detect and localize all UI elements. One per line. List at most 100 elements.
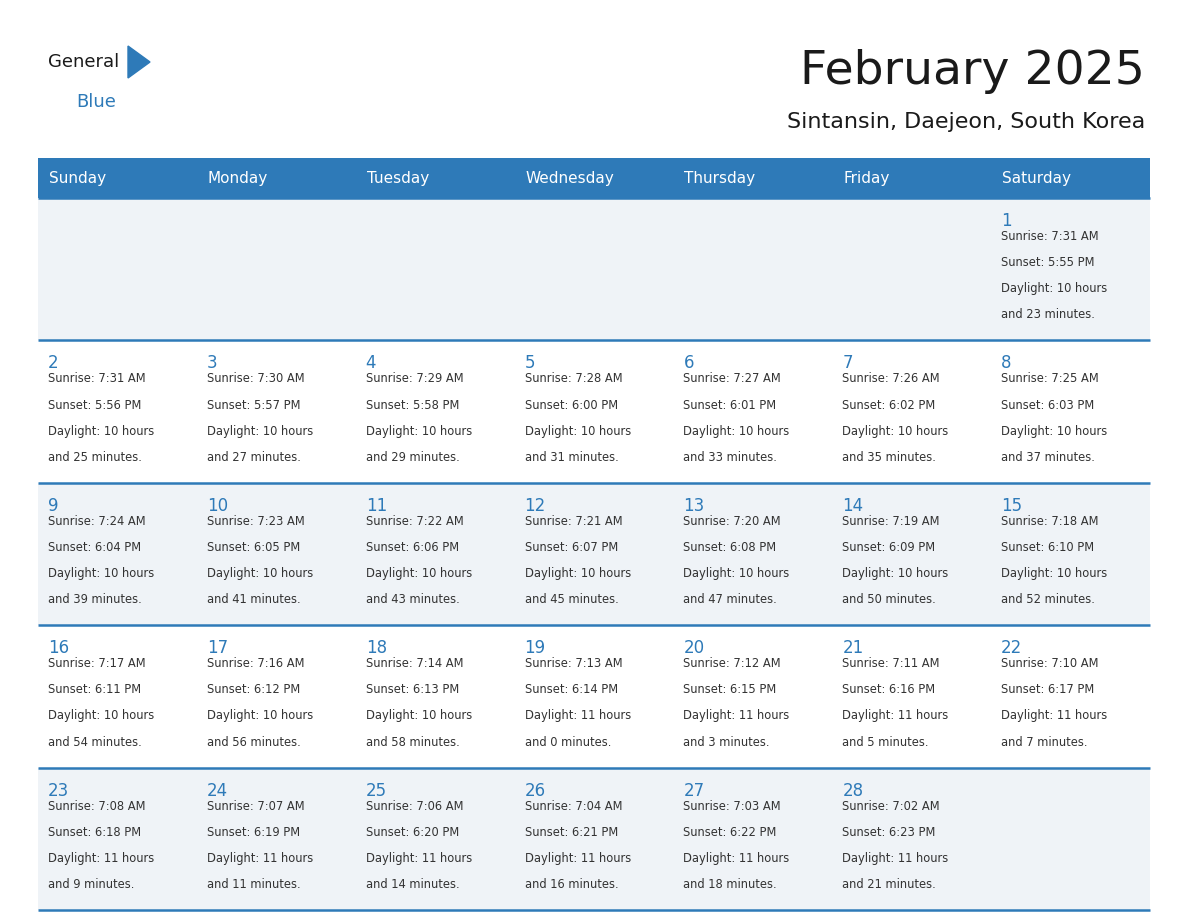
- Text: Wednesday: Wednesday: [525, 171, 614, 185]
- Text: Sunset: 6:04 PM: Sunset: 6:04 PM: [48, 541, 141, 554]
- Text: Sunrise: 7:24 AM: Sunrise: 7:24 AM: [48, 515, 146, 528]
- Text: Sunrise: 7:08 AM: Sunrise: 7:08 AM: [48, 800, 145, 812]
- Text: 22: 22: [1001, 639, 1023, 657]
- Text: and 9 minutes.: and 9 minutes.: [48, 878, 134, 891]
- Text: and 14 minutes.: and 14 minutes.: [366, 878, 460, 891]
- Text: Daylight: 10 hours: Daylight: 10 hours: [683, 567, 790, 580]
- Text: Sunrise: 7:22 AM: Sunrise: 7:22 AM: [366, 515, 463, 528]
- Text: Daylight: 11 hours: Daylight: 11 hours: [48, 852, 154, 865]
- Text: Sunset: 6:10 PM: Sunset: 6:10 PM: [1001, 541, 1094, 554]
- Text: and 45 minutes.: and 45 minutes.: [525, 593, 618, 606]
- Text: Sunrise: 7:31 AM: Sunrise: 7:31 AM: [1001, 230, 1099, 243]
- Text: Daylight: 10 hours: Daylight: 10 hours: [1001, 567, 1107, 580]
- Text: Sunset: 6:11 PM: Sunset: 6:11 PM: [48, 683, 141, 697]
- Text: and 27 minutes.: and 27 minutes.: [207, 451, 301, 464]
- Text: Sunset: 6:09 PM: Sunset: 6:09 PM: [842, 541, 935, 554]
- Text: Sunset: 6:01 PM: Sunset: 6:01 PM: [683, 398, 777, 411]
- Text: Sunrise: 7:02 AM: Sunrise: 7:02 AM: [842, 800, 940, 812]
- Text: Sunrise: 7:20 AM: Sunrise: 7:20 AM: [683, 515, 781, 528]
- Text: Daylight: 11 hours: Daylight: 11 hours: [1001, 710, 1107, 722]
- Text: Sunrise: 7:28 AM: Sunrise: 7:28 AM: [525, 373, 623, 386]
- Text: and 16 minutes.: and 16 minutes.: [525, 878, 618, 891]
- Text: 7: 7: [842, 354, 853, 373]
- Text: and 3 minutes.: and 3 minutes.: [683, 735, 770, 748]
- Text: Daylight: 11 hours: Daylight: 11 hours: [842, 710, 948, 722]
- Text: Sunset: 6:20 PM: Sunset: 6:20 PM: [366, 825, 459, 839]
- Polygon shape: [128, 46, 150, 78]
- Text: 6: 6: [683, 354, 694, 373]
- Text: Sunset: 6:03 PM: Sunset: 6:03 PM: [1001, 398, 1094, 411]
- Text: Daylight: 10 hours: Daylight: 10 hours: [207, 710, 314, 722]
- Text: Sunrise: 7:26 AM: Sunrise: 7:26 AM: [842, 373, 940, 386]
- Text: 24: 24: [207, 781, 228, 800]
- Text: 1: 1: [1001, 212, 1012, 230]
- Text: Sunrise: 7:14 AM: Sunrise: 7:14 AM: [366, 657, 463, 670]
- Text: 10: 10: [207, 497, 228, 515]
- Text: Sunrise: 7:11 AM: Sunrise: 7:11 AM: [842, 657, 940, 670]
- Text: 21: 21: [842, 639, 864, 657]
- Text: 14: 14: [842, 497, 864, 515]
- Text: Sunset: 6:22 PM: Sunset: 6:22 PM: [683, 825, 777, 839]
- Text: Monday: Monday: [208, 171, 268, 185]
- Text: Daylight: 11 hours: Daylight: 11 hours: [683, 852, 790, 865]
- Text: Sunset: 5:55 PM: Sunset: 5:55 PM: [1001, 256, 1094, 269]
- Text: Sunset: 6:14 PM: Sunset: 6:14 PM: [525, 683, 618, 697]
- Text: Sunset: 6:19 PM: Sunset: 6:19 PM: [207, 825, 301, 839]
- Text: Sunrise: 7:31 AM: Sunrise: 7:31 AM: [48, 373, 146, 386]
- Text: Sunset: 6:02 PM: Sunset: 6:02 PM: [842, 398, 935, 411]
- Text: February 2025: February 2025: [801, 50, 1145, 95]
- Text: Sunrise: 7:25 AM: Sunrise: 7:25 AM: [1001, 373, 1099, 386]
- Text: Daylight: 11 hours: Daylight: 11 hours: [366, 852, 472, 865]
- Text: 20: 20: [683, 639, 704, 657]
- Text: and 31 minutes.: and 31 minutes.: [525, 451, 618, 464]
- Bar: [38, 198, 1150, 341]
- Text: Daylight: 10 hours: Daylight: 10 hours: [48, 567, 154, 580]
- Text: Sunrise: 7:29 AM: Sunrise: 7:29 AM: [366, 373, 463, 386]
- Text: and 41 minutes.: and 41 minutes.: [207, 593, 301, 606]
- Text: Friday: Friday: [843, 171, 890, 185]
- Text: 5: 5: [525, 354, 535, 373]
- Text: General: General: [48, 53, 119, 71]
- Text: Sunset: 6:06 PM: Sunset: 6:06 PM: [366, 541, 459, 554]
- Text: Sunrise: 7:23 AM: Sunrise: 7:23 AM: [207, 515, 304, 528]
- Text: Daylight: 10 hours: Daylight: 10 hours: [366, 567, 472, 580]
- Text: Sunset: 6:07 PM: Sunset: 6:07 PM: [525, 541, 618, 554]
- Text: and 5 minutes.: and 5 minutes.: [842, 735, 929, 748]
- Text: Sunset: 6:08 PM: Sunset: 6:08 PM: [683, 541, 777, 554]
- Text: Sunrise: 7:19 AM: Sunrise: 7:19 AM: [842, 515, 940, 528]
- Text: 4: 4: [366, 354, 377, 373]
- Text: 28: 28: [842, 781, 864, 800]
- Text: Daylight: 11 hours: Daylight: 11 hours: [842, 852, 948, 865]
- Text: Saturday: Saturday: [1003, 171, 1072, 185]
- Text: Sunrise: 7:21 AM: Sunrise: 7:21 AM: [525, 515, 623, 528]
- Text: Daylight: 10 hours: Daylight: 10 hours: [842, 425, 948, 438]
- Text: Sunset: 5:56 PM: Sunset: 5:56 PM: [48, 398, 141, 411]
- Text: 11: 11: [366, 497, 387, 515]
- Text: Sunrise: 7:30 AM: Sunrise: 7:30 AM: [207, 373, 304, 386]
- Bar: [38, 483, 1150, 625]
- Text: and 11 minutes.: and 11 minutes.: [207, 878, 301, 891]
- Text: Daylight: 10 hours: Daylight: 10 hours: [366, 710, 472, 722]
- Text: and 54 minutes.: and 54 minutes.: [48, 735, 141, 748]
- Text: and 56 minutes.: and 56 minutes.: [207, 735, 301, 748]
- Text: 27: 27: [683, 781, 704, 800]
- Text: and 37 minutes.: and 37 minutes.: [1001, 451, 1095, 464]
- Text: and 18 minutes.: and 18 minutes.: [683, 878, 777, 891]
- Text: and 21 minutes.: and 21 minutes.: [842, 878, 936, 891]
- Text: Sunrise: 7:10 AM: Sunrise: 7:10 AM: [1001, 657, 1099, 670]
- Text: Daylight: 11 hours: Daylight: 11 hours: [525, 710, 631, 722]
- Text: Sunset: 5:58 PM: Sunset: 5:58 PM: [366, 398, 459, 411]
- Bar: [38, 767, 1150, 910]
- Text: Thursday: Thursday: [684, 171, 756, 185]
- Text: and 35 minutes.: and 35 minutes.: [842, 451, 936, 464]
- Text: Sunset: 6:17 PM: Sunset: 6:17 PM: [1001, 683, 1094, 697]
- Text: and 0 minutes.: and 0 minutes.: [525, 735, 611, 748]
- Text: and 33 minutes.: and 33 minutes.: [683, 451, 777, 464]
- Text: Daylight: 10 hours: Daylight: 10 hours: [1001, 425, 1107, 438]
- Text: Sunset: 6:18 PM: Sunset: 6:18 PM: [48, 825, 141, 839]
- Text: Sunrise: 7:27 AM: Sunrise: 7:27 AM: [683, 373, 782, 386]
- Text: and 29 minutes.: and 29 minutes.: [366, 451, 460, 464]
- Text: 16: 16: [48, 639, 69, 657]
- Text: Sunset: 5:57 PM: Sunset: 5:57 PM: [207, 398, 301, 411]
- Bar: [38, 625, 1150, 767]
